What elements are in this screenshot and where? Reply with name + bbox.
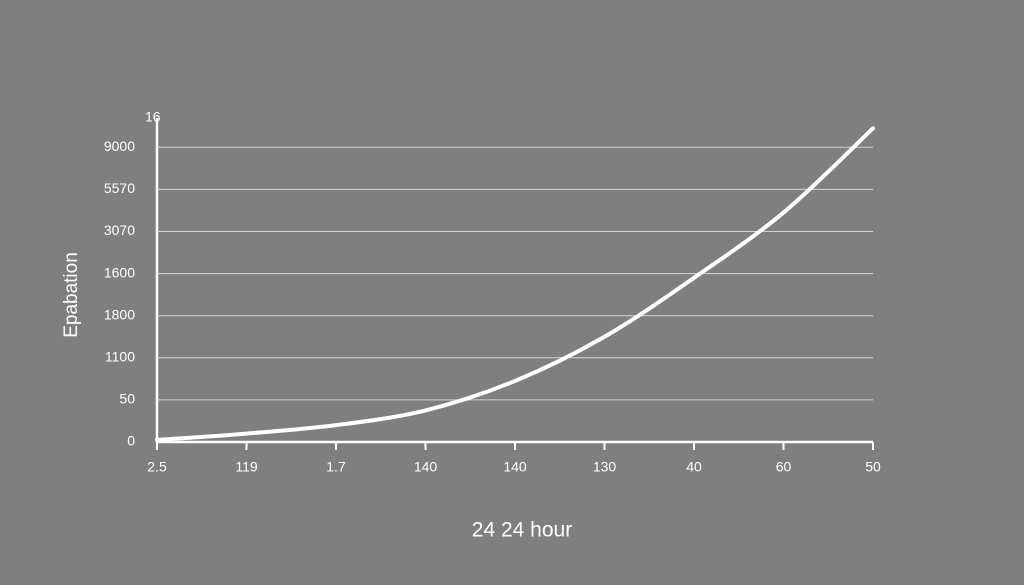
x-tick-label: 60 [776, 459, 792, 475]
x-tick-label: 130 [593, 459, 617, 475]
x-axis-label: 24 24 hour [472, 519, 572, 542]
y-tick-label: 0 [127, 433, 135, 449]
y-tick-label: 1800 [104, 306, 135, 322]
y-tick-label: 1600 [104, 264, 135, 280]
y-tick-label: 9000 [104, 138, 135, 154]
x-tick-label: 50 [865, 459, 881, 475]
x-tick-label: 2.5 [147, 459, 167, 475]
x-tick-label: 119 [235, 459, 258, 475]
x-tick-label: 1.7 [326, 459, 346, 475]
y-tick-label: 50 [119, 391, 135, 407]
x-tick-label: 140 [503, 459, 527, 475]
y-axis-label: Epabation [61, 252, 82, 338]
y-tick-label: 1100 [105, 349, 135, 365]
x-tick-label: 140 [414, 459, 438, 475]
line-series [155, 126, 875, 442]
y-tick-label: 5570 [104, 180, 135, 196]
x-tick-label: 40 [686, 459, 702, 475]
y-axis-top-label: 16 [145, 109, 161, 125]
y-tick-label: 3070 [104, 222, 135, 238]
